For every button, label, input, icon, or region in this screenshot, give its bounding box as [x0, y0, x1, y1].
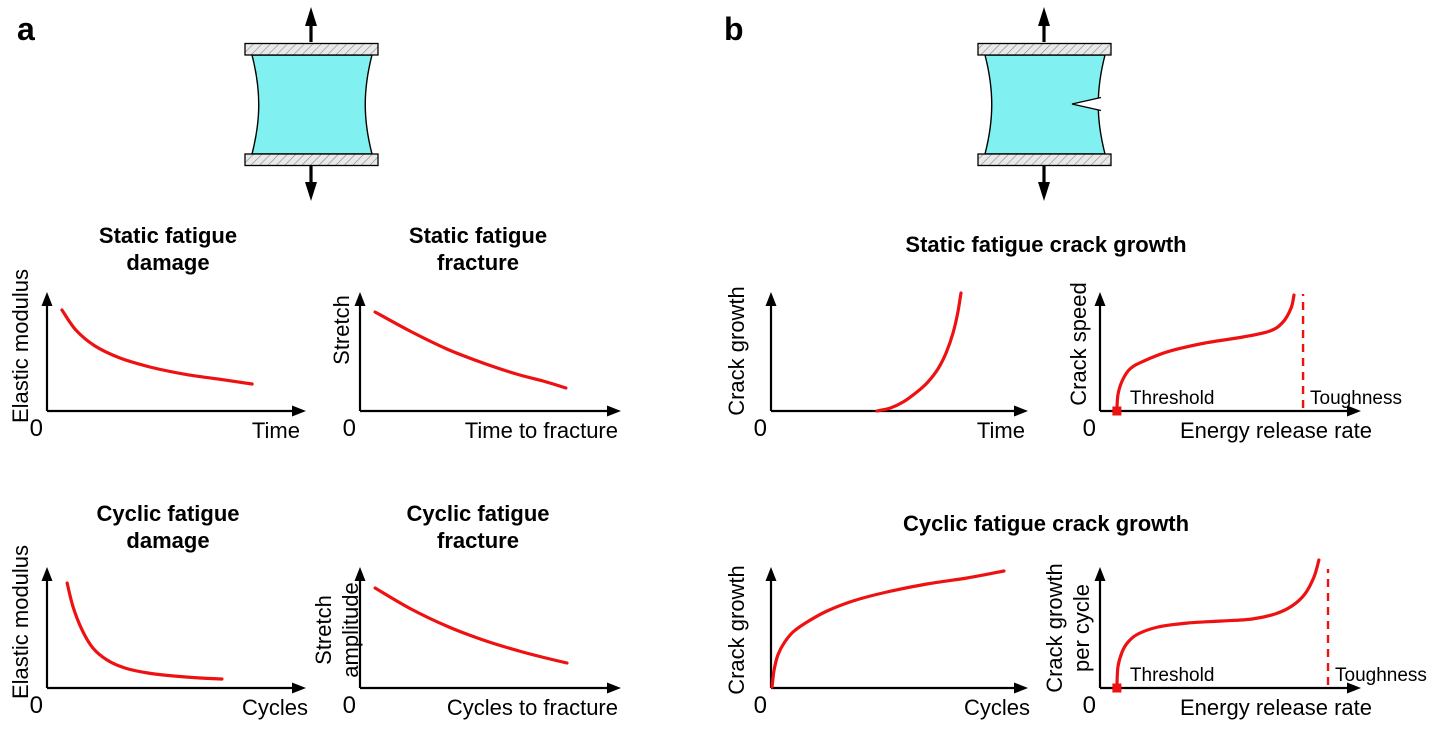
y-axis-label: Stretch	[329, 295, 354, 365]
gel-body	[251, 54, 373, 155]
chart-title: damage	[126, 528, 209, 553]
chart-title: Cyclic fatigue	[406, 501, 549, 526]
threshold-label: Threshold	[1130, 388, 1215, 409]
pull-arrow-up-icon	[1038, 7, 1050, 26]
threshold-label: Threshold	[1130, 665, 1215, 686]
y-axis-label: Crack speed	[1066, 282, 1091, 406]
origin-label: 0	[30, 415, 43, 442]
origin-label: 0	[343, 415, 356, 442]
panel-a-label: a	[17, 11, 35, 47]
x-axis-arrow-icon	[1347, 405, 1361, 417]
chart-static-crack-growth: 0 Time Crack growth	[724, 286, 1028, 443]
toughness-label: Toughness	[1335, 665, 1427, 686]
chart-title: Cyclic fatigue	[96, 501, 239, 526]
origin-label: 0	[754, 415, 767, 442]
panel-b-label: b	[724, 11, 744, 47]
x-axis-arrow-icon	[1014, 405, 1028, 417]
curve	[373, 586, 569, 665]
specimen-uncracked	[244, 7, 379, 201]
chart-title: damage	[126, 250, 209, 275]
x-axis-arrow-icon	[292, 405, 306, 417]
y-axis-label: per cycle	[1069, 584, 1094, 672]
y-axis-arrow-icon	[1094, 292, 1106, 306]
section-title: Cyclic fatigue crack growth	[903, 511, 1189, 536]
specimen-cracked	[977, 7, 1112, 201]
y-axis-arrow-icon	[354, 292, 366, 306]
x-axis-label: Cycles	[964, 695, 1030, 720]
chart-title: fracture	[437, 528, 519, 553]
y-axis-label: Stretch	[311, 595, 336, 665]
curve	[1115, 293, 1296, 412]
grip-top	[244, 42, 379, 56]
curve	[875, 291, 963, 413]
x-axis-arrow-icon	[292, 682, 306, 694]
x-axis-arrow-icon	[607, 682, 621, 694]
y-axis-label: Crack growth	[1042, 563, 1067, 693]
x-axis-label: Energy release rate	[1180, 418, 1372, 443]
pull-arrow-down-icon	[1038, 182, 1050, 201]
x-axis-label: Cycles to fracture	[447, 695, 618, 720]
chart-title: Static fatigue	[409, 223, 547, 248]
x-axis-arrow-icon	[1347, 682, 1361, 694]
x-axis-label: Cycles	[242, 695, 308, 720]
chart-title: fracture	[437, 250, 519, 275]
chart-cyclic-fatigue-damage: 0 Cycles Elastic modulus Cyclic fatiguedama…	[8, 501, 308, 720]
origin-label: 0	[343, 692, 356, 719]
toughness-label: Toughness	[1310, 388, 1402, 409]
curve	[65, 581, 224, 681]
y-axis-arrow-icon	[41, 292, 53, 306]
chart-cyclic-crack-growth-per-cycle: 0 Energy release rate Crack growth per cycl…	[1042, 558, 1427, 720]
y-axis-label: Elastic modulus	[8, 269, 33, 423]
y-axis-arrow-icon	[354, 567, 366, 581]
edge-crack-notch	[1071, 96, 1102, 112]
pull-arrow-down-icon	[305, 182, 317, 201]
curve	[770, 569, 1006, 689]
y-axis-label: Elastic modulus	[8, 545, 33, 699]
chart-static-fatigue-fracture: 0 Time to fracture Stretch Static fatiguefr…	[329, 223, 621, 443]
chart-title: Static fatigue	[99, 223, 237, 248]
x-axis-label: Time to fracture	[465, 418, 618, 443]
y-axis-arrow-icon	[765, 292, 777, 306]
curve	[60, 308, 254, 386]
origin-label: 0	[30, 692, 43, 719]
curve	[1115, 558, 1321, 689]
grip-top	[977, 42, 1112, 56]
threshold-marker	[1112, 683, 1122, 693]
section-title: Static fatigue crack growth	[905, 232, 1186, 257]
origin-label: 0	[754, 692, 767, 719]
y-axis-arrow-icon	[41, 567, 53, 581]
chart-static-crack-speed: 0 Energy release rate Crack speed Toughness…	[1066, 282, 1402, 443]
x-axis-arrow-icon	[1014, 682, 1028, 694]
curve	[373, 310, 568, 390]
pull-arrow-up-icon	[305, 7, 317, 26]
grip-bottom	[244, 153, 379, 167]
threshold-marker	[1112, 406, 1122, 416]
origin-label: 0	[1083, 415, 1096, 442]
x-axis-label: Time	[977, 418, 1025, 443]
y-axis-label: Crack growth	[724, 565, 749, 695]
y-axis-label: Crack growth	[724, 286, 749, 416]
x-axis-label: Time	[252, 418, 300, 443]
x-axis-label: Energy release rate	[1180, 695, 1372, 720]
x-axis-arrow-icon	[607, 405, 621, 417]
origin-label: 0	[1083, 692, 1096, 719]
chart-cyclic-crack-growth: 0 Cycles Crack growth	[724, 565, 1030, 720]
y-axis-arrow-icon	[1094, 567, 1106, 581]
grip-bottom	[977, 153, 1112, 167]
y-axis-arrow-icon	[765, 567, 777, 581]
chart-cyclic-fatigue-fracture: 0 Cycles to fracture Stretch amplitude Cycli…	[311, 501, 621, 720]
y-axis-label: amplitude	[338, 582, 363, 677]
